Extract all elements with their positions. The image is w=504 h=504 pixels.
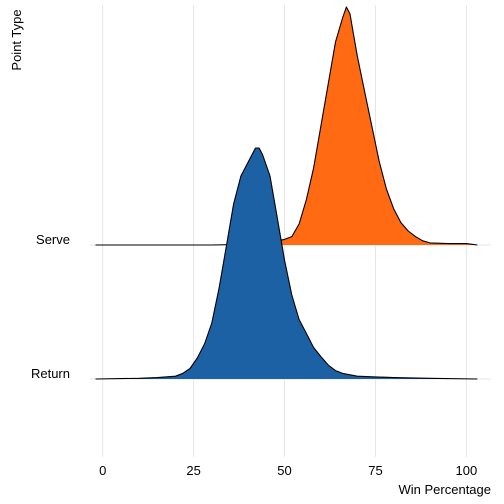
x-axis-title: Win Percentage xyxy=(399,482,492,497)
vertical-gridlines xyxy=(90,5,490,457)
x-tick-label-75: 75 xyxy=(368,463,382,478)
x-tick-label-0: 0 xyxy=(99,463,106,478)
x-tick-label-50: 50 xyxy=(277,463,291,478)
ridge-outline-serve xyxy=(95,6,478,246)
y-axis-title: Point Type xyxy=(9,9,24,70)
x-tick-labels: 0 25 50 75 100 xyxy=(99,463,477,478)
x-tick-label-25: 25 xyxy=(186,463,200,478)
ridge-fill-return xyxy=(95,148,478,379)
y-tick-labels: Serve Return xyxy=(31,232,70,381)
ridge-fill-serve xyxy=(95,7,478,245)
ridge-outline-return xyxy=(95,147,478,380)
density-ridges xyxy=(95,6,478,380)
y-tick-label-serve: Serve xyxy=(36,232,70,247)
y-tick-label-return: Return xyxy=(31,366,70,381)
x-tick-label-100: 100 xyxy=(456,463,478,478)
